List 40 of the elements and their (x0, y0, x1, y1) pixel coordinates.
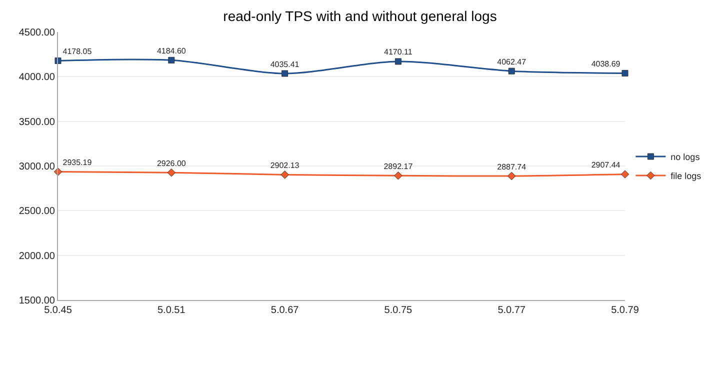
x-tick-label: 5.0.77 (498, 305, 526, 316)
data-label: 4038.69 (591, 59, 621, 68)
data-label: 2902.13 (270, 160, 300, 170)
y-tick-label: 2000.00 (18, 250, 56, 262)
point (54, 58, 62, 64)
point (280, 170, 289, 179)
y-tick-label: 1500.00 (18, 296, 56, 306)
data-label: 4184.60 (156, 46, 186, 56)
data-label: 2935.19 (62, 158, 92, 168)
x-tick-label: 5.0.79 (611, 305, 640, 316)
point (167, 168, 176, 177)
point (394, 58, 402, 65)
point (620, 170, 630, 178)
data-label: 4062.47 (497, 57, 527, 66)
data-label: 2926.00 (156, 158, 186, 168)
point (508, 68, 515, 74)
y-tick-label: 4000.00 (18, 72, 56, 84)
point (54, 168, 62, 176)
x-tick-label: 5.0.75 (384, 305, 413, 316)
point (507, 172, 516, 180)
point (622, 70, 628, 76)
y-tick-label: 2500.00 (18, 206, 56, 218)
point (282, 70, 288, 77)
x-tick-label: 5.0.45 (44, 305, 72, 316)
legend-label: no logs (670, 152, 700, 162)
data-label: 4170.11 (384, 48, 413, 57)
y-tick-label: 4500.00 (18, 28, 56, 38)
legend-label: file logs (670, 171, 702, 182)
data-label: 2907.44 (591, 160, 621, 170)
data-label: 2887.74 (497, 162, 527, 172)
data-label: 4178.05 (62, 47, 92, 56)
point (168, 56, 175, 64)
point (394, 171, 402, 180)
chart-title: read-only TPS with and without general logs (223, 8, 497, 24)
x-tick-label: 5.0.51 (157, 305, 186, 316)
data-label: 4035.41 (270, 60, 300, 69)
y-tick-label: 3500.00 (18, 116, 56, 128)
data-label: 2892.17 (384, 162, 414, 171)
y-tick-label: 3000.00 (18, 162, 56, 172)
x-tick-label: 5.0.67 (270, 305, 300, 316)
